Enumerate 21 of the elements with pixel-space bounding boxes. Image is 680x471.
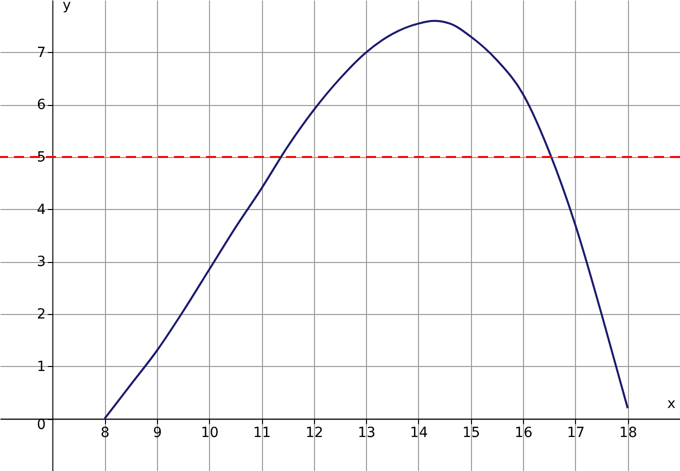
y-tick-label: 1 xyxy=(36,358,46,375)
x-tick-label: 14 xyxy=(410,425,428,442)
x-tick-label: 9 xyxy=(152,425,162,442)
x-tick-label: 15 xyxy=(462,425,480,442)
x-tick-label: 8 xyxy=(100,425,110,442)
line-series xyxy=(104,20,629,420)
x-tick-label: 13 xyxy=(358,425,376,442)
x-tick-label: 10 xyxy=(200,425,219,442)
y-axis-title: y xyxy=(62,0,71,14)
y-tick-label: 7 xyxy=(36,44,46,61)
x-tick-label: 17 xyxy=(566,425,585,442)
x-axis-title: x xyxy=(667,396,676,412)
y-tick-label: 3 xyxy=(36,254,46,270)
x-tick-label: 18 xyxy=(619,425,638,442)
x-tick-label: 11 xyxy=(253,425,271,442)
x-tick-label: 12 xyxy=(305,425,324,442)
x-tick-label: 16 xyxy=(514,425,533,442)
y-tick-label: 4 xyxy=(36,202,46,218)
y-tick-label: 5 xyxy=(36,150,46,166)
y-tick-label: 6 xyxy=(36,97,46,114)
y-tick-label: 2 xyxy=(36,306,46,322)
